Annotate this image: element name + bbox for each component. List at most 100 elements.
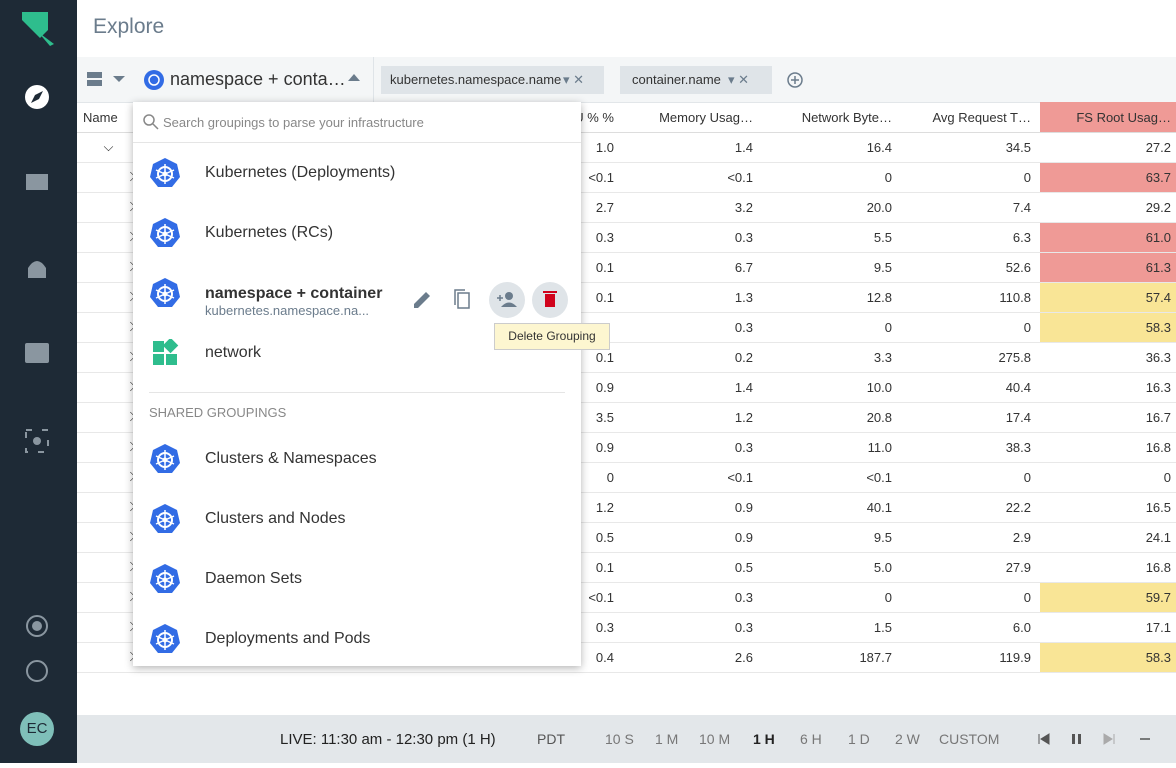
cell: 58.3 [1145, 650, 1171, 665]
row-border [77, 342, 1176, 343]
time-range[interactable]: 1 H [753, 731, 775, 747]
cell: 5.5 [873, 230, 892, 245]
cell: 0.3 [734, 440, 753, 455]
cell: 119.9 [999, 650, 1031, 665]
cell: 24.1 [1145, 530, 1171, 545]
cell: 0 [884, 170, 892, 185]
cell: 40.1 [866, 500, 892, 515]
grouping-label[interactable]: Deployments and Pods [205, 630, 371, 647]
cell: 0 [606, 470, 614, 485]
column-header[interactable]: Avg Request T… [932, 110, 1031, 125]
time-range[interactable]: 1 M [655, 731, 679, 747]
cell-highlight [1040, 223, 1176, 253]
cell: 1.0 [595, 140, 614, 155]
column-header[interactable]: U % % [574, 110, 614, 125]
cell-highlight [1040, 583, 1176, 613]
cell: 12.8 [866, 290, 892, 305]
tag[interactable]: container.name ▾ ✕ [620, 66, 772, 94]
grouping-label[interactable]: Clusters and Nodes [205, 510, 346, 527]
cell: 17.4 [1005, 410, 1031, 425]
tooltip: Delete Grouping [494, 323, 610, 350]
timezone[interactable]: PDT [537, 731, 565, 747]
cell: 1.3 [734, 290, 753, 305]
time-range[interactable]: 10 S [605, 731, 634, 747]
cell: 29.2 [1145, 200, 1171, 215]
cell-highlight [1040, 163, 1176, 193]
row-expander[interactable] [103, 141, 114, 152]
cell: 16.7 [1145, 410, 1171, 425]
section-header: SHARED GROUPINGS [149, 405, 287, 420]
cell: 27.9 [1005, 560, 1031, 575]
cell: 52.6 [1005, 260, 1031, 275]
cell: 57.4 [1145, 290, 1171, 305]
cell: 34.5 [1005, 140, 1031, 155]
row-border [77, 192, 1176, 193]
cell: 3.5 [595, 410, 614, 425]
cell: <0.1 [727, 470, 753, 485]
cell: 63.7 [1145, 170, 1171, 185]
grouping-selector[interactable]: namespace + conta… [170, 69, 346, 89]
time-range[interactable]: 1 D [848, 731, 870, 747]
column-header[interactable]: FS Root Usag… [1076, 110, 1171, 125]
time-range[interactable]: 10 M [699, 731, 731, 747]
cell-highlight [1040, 283, 1176, 313]
cell: 110.8 [999, 290, 1031, 305]
cell: <0.1 [588, 590, 614, 605]
cell: 0.3 [595, 230, 614, 245]
cell: 0.1 [595, 260, 614, 275]
column-header[interactable]: Memory Usag… [659, 110, 753, 125]
grouping-label[interactable]: network [205, 344, 262, 361]
cell: 0.9 [595, 380, 614, 395]
cell: 1.4 [734, 140, 753, 155]
cell: 6.3 [1012, 230, 1031, 245]
grouping-actions [414, 282, 568, 318]
grouping-label[interactable]: Daemon Sets [205, 570, 302, 587]
cell: 0.2 [734, 350, 753, 365]
playback-controls[interactable] [1037, 731, 1157, 747]
cell: 0.9 [734, 500, 753, 515]
cell: 0.3 [734, 230, 753, 245]
grouping-label[interactable]: Clusters & Namespaces [205, 450, 377, 467]
cell: 16.8 [1145, 440, 1171, 455]
cell: 22.2 [1005, 500, 1031, 515]
k8s-icon [149, 563, 181, 600]
time-range[interactable]: CUSTOM [939, 731, 1000, 747]
grouping-dropdown: Search groupings to parse your infrastru… [133, 102, 581, 666]
cell: 0.3 [734, 320, 753, 335]
column-header[interactable]: Name [83, 110, 118, 125]
header-highlight [1040, 102, 1176, 132]
cell: 2.7 [595, 200, 614, 215]
time-range[interactable]: 2 W [895, 731, 920, 747]
k8s-icon [149, 217, 181, 254]
grouping-label[interactable]: Kubernetes (RCs) [205, 224, 334, 241]
cell: 36.3 [1145, 350, 1171, 365]
header: Explore [77, 0, 1176, 58]
cell: 20.8 [866, 410, 892, 425]
view-toggle[interactable] [85, 70, 135, 90]
add-tag[interactable] [786, 71, 804, 89]
network-icon [151, 337, 179, 372]
tag[interactable]: kubernetes.namespace.name ▾ ✕ [381, 66, 604, 94]
page-title: Explore [93, 15, 165, 38]
cell: 0.3 [734, 620, 753, 635]
cell: 9.5 [873, 530, 892, 545]
tag-label: kubernetes.namespace.name [390, 72, 562, 87]
column-header[interactable]: Network Byte… [801, 110, 892, 125]
grouping-label[interactable]: namespace + container [205, 285, 383, 302]
cell: 0 [1023, 170, 1031, 185]
search-input[interactable]: Search groupings to parse your infrastru… [163, 115, 424, 130]
sidebar-icons [20, 12, 54, 746]
table: Name U % % Memory Usag… Network Byte… Avg Re… [77, 102, 1176, 673]
avatar[interactable]: EC [26, 720, 48, 737]
row-border [77, 522, 1176, 523]
cell: 0.3 [734, 590, 753, 605]
cell: 3.2 [734, 200, 753, 215]
grouping-label[interactable]: Kubernetes (Deployments) [205, 164, 396, 181]
cell: 187.7 [859, 650, 892, 665]
cell: 6.0 [1012, 620, 1031, 635]
k8s-icon [149, 277, 181, 314]
cell: <0.1 [727, 170, 753, 185]
row-border [77, 432, 1176, 433]
time-range[interactable]: 6 H [800, 731, 822, 747]
